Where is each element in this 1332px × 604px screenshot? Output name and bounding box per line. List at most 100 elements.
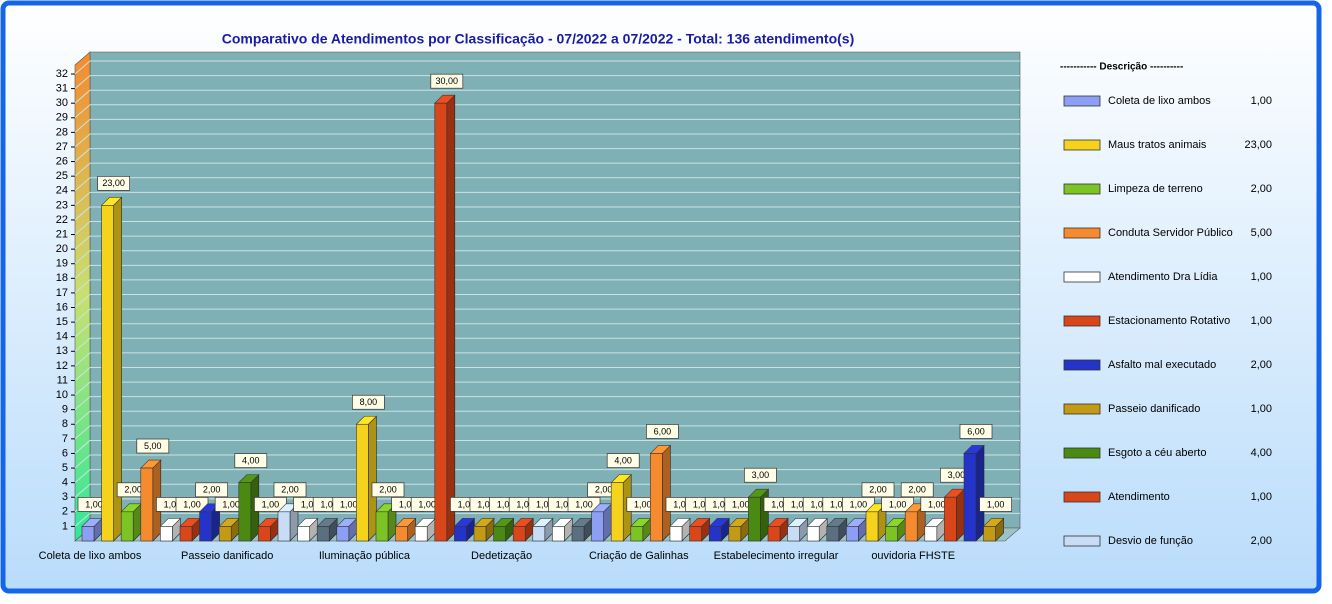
bar — [846, 526, 859, 542]
legend-value: 2,00 — [1251, 535, 1272, 547]
grid-line — [74, 352, 91, 367]
bar — [944, 496, 957, 542]
bar-side — [662, 444, 671, 542]
value-label: 23,00 — [102, 178, 125, 188]
value-label: 6,00 — [967, 426, 985, 436]
y-tick-label: 18 — [56, 272, 68, 284]
value-label-box — [606, 453, 640, 468]
bar — [414, 526, 428, 542]
grid-line — [74, 177, 91, 192]
bar — [708, 526, 722, 542]
grid-line — [74, 75, 91, 89]
y-tick-label: 16 — [56, 301, 68, 313]
legend-label: Estacionamento Rotativo — [1108, 315, 1230, 327]
legend-value: 1,00 — [1251, 315, 1272, 327]
value-label: 8,00 — [360, 397, 378, 407]
bar — [610, 482, 624, 542]
grid-line — [74, 323, 91, 338]
bar — [885, 526, 898, 542]
value-label-box — [744, 467, 777, 483]
grid-line — [74, 396, 91, 411]
value-label: 1,00 — [85, 499, 103, 509]
legend-swatch — [1063, 403, 1101, 415]
grid-line — [74, 60, 91, 75]
bar — [532, 526, 546, 542]
legend-value: 23,00 — [1244, 139, 1272, 151]
bar — [395, 526, 408, 542]
legend-label: Maus tratos animais — [1108, 139, 1207, 151]
grid-line — [74, 469, 91, 484]
value-label-box — [371, 482, 405, 498]
legend-value: 1,00 — [1251, 491, 1272, 503]
y-tick-label: 6 — [62, 447, 68, 459]
y-tick-label: 13 — [56, 345, 68, 357]
value-label-box — [861, 482, 895, 498]
value-label: 5,00 — [144, 441, 162, 451]
bar — [473, 526, 487, 542]
value-label: 1,00 — [732, 499, 750, 509]
y-tick-label: 21 — [56, 228, 68, 240]
grid-line — [74, 483, 91, 498]
legend-swatch — [1063, 271, 1101, 283]
value-label: 4,00 — [242, 456, 260, 466]
value-label: 1,00 — [497, 499, 515, 509]
value-label: 1,00 — [477, 499, 495, 509]
value-label-box — [979, 497, 1012, 512]
bar-side — [975, 444, 985, 542]
value-label: 1,00 — [458, 499, 476, 509]
bar — [963, 453, 977, 542]
bar — [258, 526, 271, 542]
bar — [650, 453, 663, 542]
grid-line — [74, 440, 91, 454]
bar — [81, 526, 95, 542]
bar — [199, 511, 212, 542]
bar — [806, 526, 820, 542]
grid-line — [74, 264, 91, 279]
bar — [689, 526, 702, 542]
value-label: 1,00 — [810, 499, 828, 509]
y-tick-label: 24 — [56, 185, 68, 197]
bar — [630, 526, 644, 542]
value-label: 4,00 — [614, 456, 632, 466]
y-tick-label: 3 — [62, 491, 68, 503]
value-label-box — [959, 424, 993, 439]
y-tick-label: 28 — [56, 126, 68, 138]
bar — [277, 511, 291, 542]
value-label: 1,00 — [673, 499, 691, 509]
legend-swatch — [1063, 183, 1101, 195]
value-label: 1,00 — [340, 499, 358, 509]
bar-side — [760, 488, 769, 542]
legend-title: ----------- Descrição ---------- — [1060, 62, 1183, 73]
bar — [983, 526, 996, 542]
bar — [552, 526, 565, 542]
legend-value: 1,00 — [1251, 95, 1272, 107]
y-tick-label: 4 — [62, 477, 68, 489]
x-tick-label: ouvidoria FHSTE — [871, 550, 955, 562]
value-label: 2,00 — [379, 485, 397, 495]
value-label: 30,00 — [436, 76, 459, 86]
bar — [767, 526, 781, 542]
bar — [316, 526, 330, 542]
legend-swatch — [1063, 95, 1101, 107]
value-label: 1,00 — [556, 499, 574, 509]
value-label: 1,00 — [693, 499, 711, 509]
y-tick-label: 5 — [62, 462, 68, 474]
grid-line — [74, 162, 91, 177]
value-label: 2,00 — [124, 485, 142, 495]
value-label: 1,00 — [536, 499, 554, 509]
legend-label: Atendimento Dra Lídia — [1108, 271, 1218, 283]
value-label-box — [97, 175, 130, 191]
grid-line — [74, 381, 91, 396]
bar — [140, 467, 154, 542]
legend-label: Desvio de função — [1108, 535, 1193, 547]
y-tick-label: 8 — [62, 418, 68, 430]
grid-line — [74, 294, 91, 308]
bar — [454, 526, 467, 542]
y-tick-label: 12 — [56, 360, 68, 372]
y-tick-label: 7 — [62, 433, 68, 445]
y-tick-label: 23 — [56, 199, 68, 211]
bar — [160, 526, 173, 542]
x-tick-label: Coleta de lixo ambos — [39, 550, 142, 562]
value-label-box — [234, 453, 268, 468]
